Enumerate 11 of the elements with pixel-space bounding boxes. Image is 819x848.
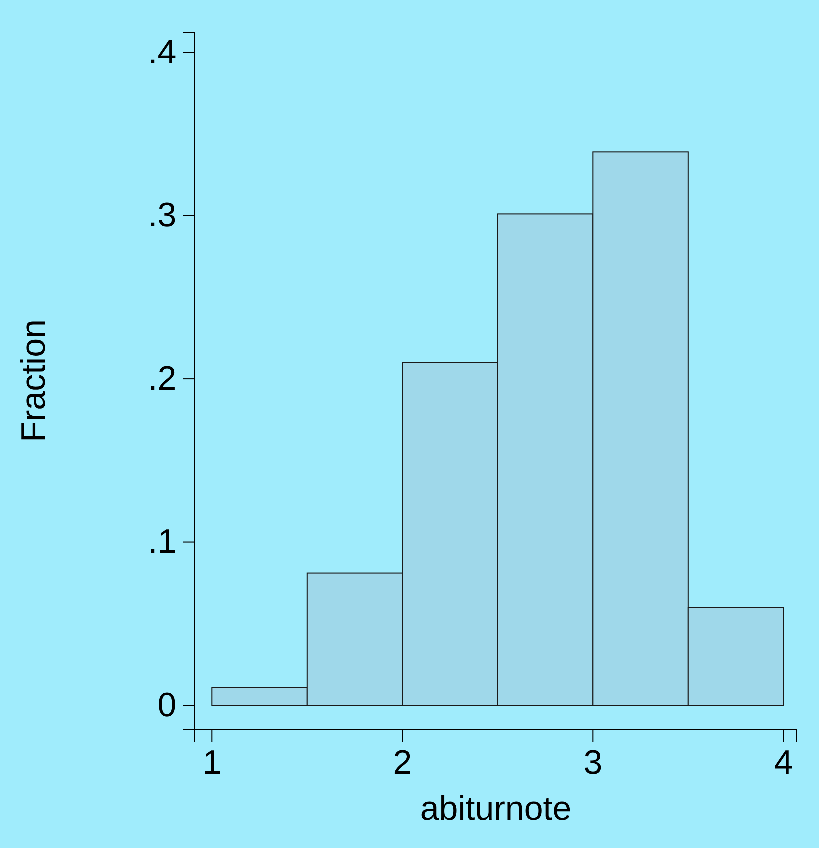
- x-tick-label: 2: [393, 744, 412, 782]
- y-tick-label: .4: [148, 33, 177, 72]
- x-axis-title: abiturnote: [420, 790, 572, 828]
- y-axis-title: Fraction: [15, 320, 53, 442]
- x-tick-label: 1: [202, 744, 222, 782]
- y-tick-label: .1: [148, 523, 177, 562]
- y-tick-label: .3: [148, 196, 177, 235]
- y-tick-label: 0: [158, 686, 177, 724]
- x-tick-label: 4: [774, 744, 794, 782]
- y-tick-label: .2: [148, 360, 177, 398]
- x-tick-label: 3: [584, 744, 603, 782]
